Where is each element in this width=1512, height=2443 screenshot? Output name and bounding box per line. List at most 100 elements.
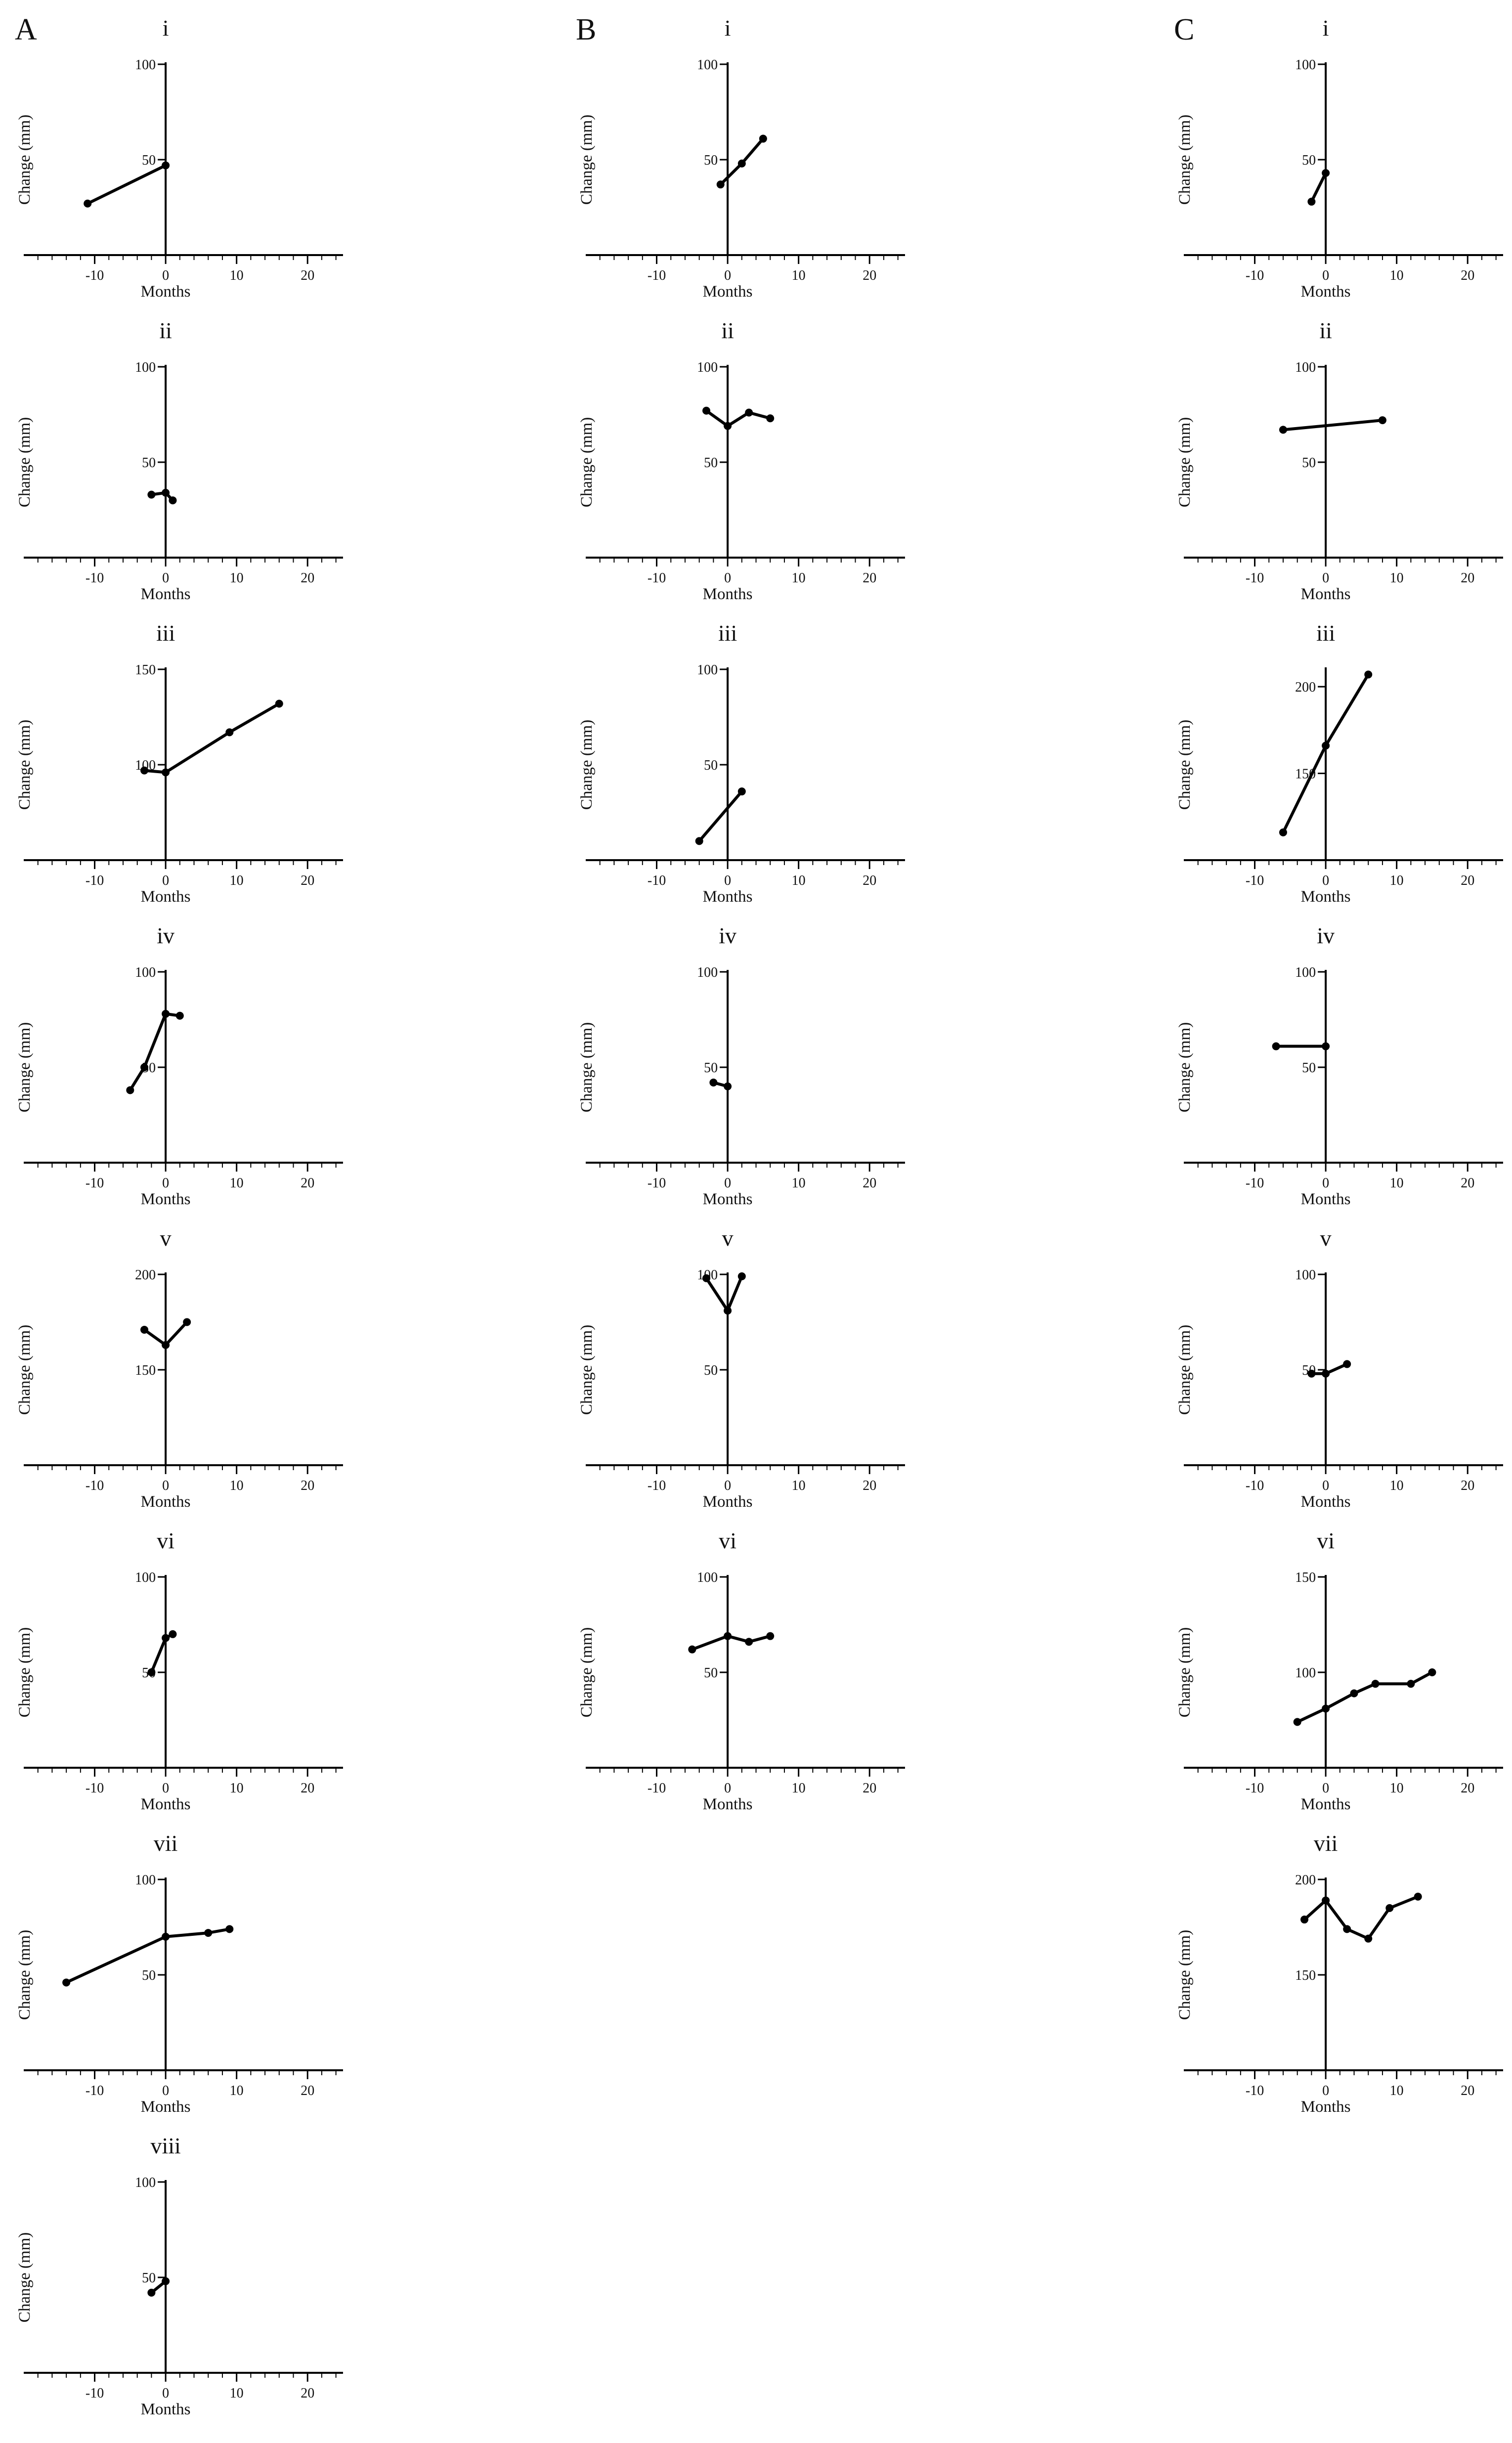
y-tick-label: 50 — [704, 758, 718, 773]
x-axis-label: Months — [1301, 585, 1351, 603]
panel-label: vi — [157, 1528, 174, 1553]
data-point — [1407, 1680, 1415, 1688]
x-axis-label: Months — [141, 888, 191, 906]
panel-label: iv — [719, 923, 736, 948]
data-point — [766, 414, 775, 423]
y-axis-label: Change (mm) — [16, 720, 34, 810]
x-tick-label: 20 — [863, 1176, 876, 1191]
x-tick-label: 10 — [1390, 1781, 1404, 1796]
data-point — [1385, 1904, 1394, 1912]
panel-label: v — [160, 1225, 172, 1251]
y-axis-label: Change (mm) — [16, 115, 34, 205]
x-tick-label: 20 — [1461, 1176, 1474, 1191]
panel-a-ii: ii -10 0 10 20 Months 50 100 Change (mm) — [16, 318, 343, 603]
y-tick-label: 50 — [1302, 153, 1316, 168]
series-line — [1283, 419, 1383, 432]
x-tick-label: -10 — [86, 873, 104, 888]
data-point — [737, 1272, 746, 1280]
y-tick-label: 100 — [135, 1570, 156, 1585]
panel-label: viii — [150, 2133, 180, 2158]
y-axis-label: Change (mm) — [578, 1627, 596, 1717]
panel-label: iii — [156, 620, 175, 646]
x-axis-label: Months — [1301, 1795, 1351, 1813]
data-point — [225, 728, 234, 737]
data-point — [1364, 670, 1373, 679]
panel-label: vi — [1317, 1528, 1335, 1553]
x-tick-label: 10 — [792, 570, 806, 586]
x-tick-label: 20 — [301, 1781, 314, 1796]
x-tick-label: -10 — [648, 873, 666, 888]
x-tick-label: 10 — [230, 2083, 244, 2098]
data-point — [1378, 416, 1386, 425]
y-axis-label: Change (mm) — [16, 1930, 34, 2020]
x-tick-label: -10 — [1246, 1478, 1264, 1493]
x-tick-label: 0 — [162, 1781, 169, 1796]
x-tick-label: 20 — [301, 873, 314, 888]
panel-label: i — [1323, 15, 1329, 41]
x-tick-label: 0 — [1322, 570, 1329, 586]
x-axis-label: Months — [1301, 283, 1351, 301]
x-tick-label: 0 — [162, 873, 169, 888]
x-tick-label: 0 — [724, 1176, 731, 1191]
y-tick-label: 150 — [135, 1363, 156, 1378]
data-point — [162, 1009, 170, 1018]
data-point — [737, 159, 746, 168]
x-tick-label: -10 — [86, 1176, 104, 1191]
y-tick-label: 150 — [1295, 1968, 1316, 1983]
y-tick-label: 100 — [697, 965, 718, 980]
x-tick-label: -10 — [1246, 570, 1264, 586]
x-tick-label: 0 — [162, 570, 169, 586]
data-point — [169, 496, 177, 505]
x-tick-label: -10 — [86, 2083, 104, 2098]
panel-a-viii: viii -10 0 10 20 Months 50 100 Change (mm) — [16, 2133, 343, 2418]
y-tick-label: 50 — [704, 1060, 718, 1076]
data-point — [1364, 1934, 1373, 1943]
y-axis-label: Change (mm) — [1176, 1627, 1194, 1717]
series-line — [65, 1927, 230, 1984]
series-line — [129, 1012, 180, 1091]
x-tick-label: 10 — [1390, 1176, 1404, 1191]
panel-a-i: i -10 0 10 20 Months 50 100 Change (mm) — [16, 15, 343, 301]
panel-c-iv: iv -10 0 10 20 Months 50 100 Change (mm) — [1176, 923, 1503, 1208]
data-point — [1322, 1896, 1330, 1905]
x-axis-label: Months — [703, 1493, 753, 1511]
x-tick-label: 20 — [1461, 1478, 1474, 1493]
data-point — [759, 134, 767, 143]
x-tick-label: 0 — [1322, 873, 1329, 888]
data-point — [724, 1632, 732, 1640]
x-tick-label: 10 — [792, 1478, 806, 1493]
x-tick-label: -10 — [1246, 1176, 1264, 1191]
y-tick-label: 50 — [142, 455, 156, 471]
y-tick-label: 100 — [697, 360, 718, 375]
data-point — [1322, 1042, 1330, 1050]
data-point — [62, 1978, 71, 1987]
x-axis-label: Months — [141, 585, 191, 603]
data-point — [724, 1307, 732, 1315]
x-tick-label: 0 — [724, 1478, 731, 1493]
x-tick-label: 0 — [724, 1781, 731, 1796]
data-point — [175, 1011, 184, 1020]
data-point — [162, 2277, 170, 2285]
y-tick-label: 50 — [704, 455, 718, 471]
x-tick-label: 10 — [230, 570, 244, 586]
data-point — [709, 1078, 718, 1087]
x-tick-label: 20 — [301, 2386, 314, 2401]
x-tick-label: 10 — [230, 873, 244, 888]
x-tick-label: 20 — [1461, 2083, 1474, 2098]
y-tick-label: 50 — [704, 1665, 718, 1681]
y-axis-label: Change (mm) — [16, 1022, 34, 1112]
x-tick-label: 20 — [301, 570, 314, 586]
x-axis-label: Months — [141, 283, 191, 301]
y-tick-label: 100 — [697, 1570, 718, 1585]
data-point — [169, 1630, 177, 1638]
x-tick-label: 0 — [1322, 1478, 1329, 1493]
panel-label: ii — [159, 318, 172, 343]
x-tick-label: 0 — [162, 1478, 169, 1493]
panel-label: iv — [1317, 923, 1335, 948]
x-axis-label: Months — [141, 1190, 191, 1208]
x-tick-label: -10 — [1246, 1781, 1264, 1796]
x-tick-label: 0 — [724, 570, 731, 586]
y-tick-label: 50 — [1302, 1060, 1316, 1076]
